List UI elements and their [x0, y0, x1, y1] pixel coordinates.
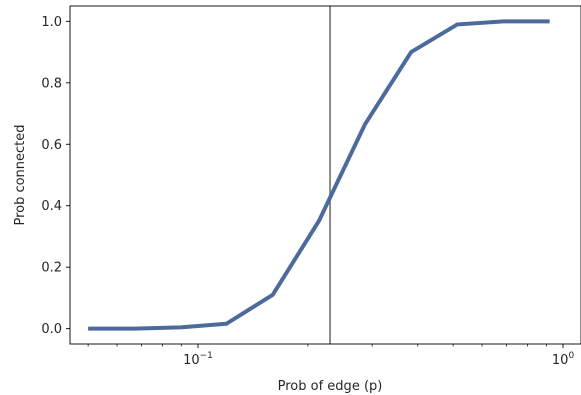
y-tick-label: 0.0 — [41, 322, 62, 337]
plot-area — [88, 6, 550, 344]
y-tick-label: 1.0 — [41, 15, 62, 30]
axes-frame — [69, 5, 581, 345]
series-line-0 — [88, 19, 550, 331]
y-tick-label: 0.4 — [41, 199, 62, 214]
x-axis-label: Prob of edge (p) — [278, 379, 383, 394]
y-tick-label: 0.8 — [41, 76, 62, 91]
y-tick-label: 0.6 — [41, 138, 62, 153]
y-tick-label: 0.2 — [41, 261, 62, 276]
y-axis-label: Prob connected — [13, 124, 28, 225]
ticks-layer: 0.0 0.2 0.4 0.6 0.8 1.0 10−1 100 — [41, 15, 574, 368]
x-tick-label: 10−1 — [183, 351, 213, 368]
x-tick-label: 100 — [552, 351, 575, 368]
